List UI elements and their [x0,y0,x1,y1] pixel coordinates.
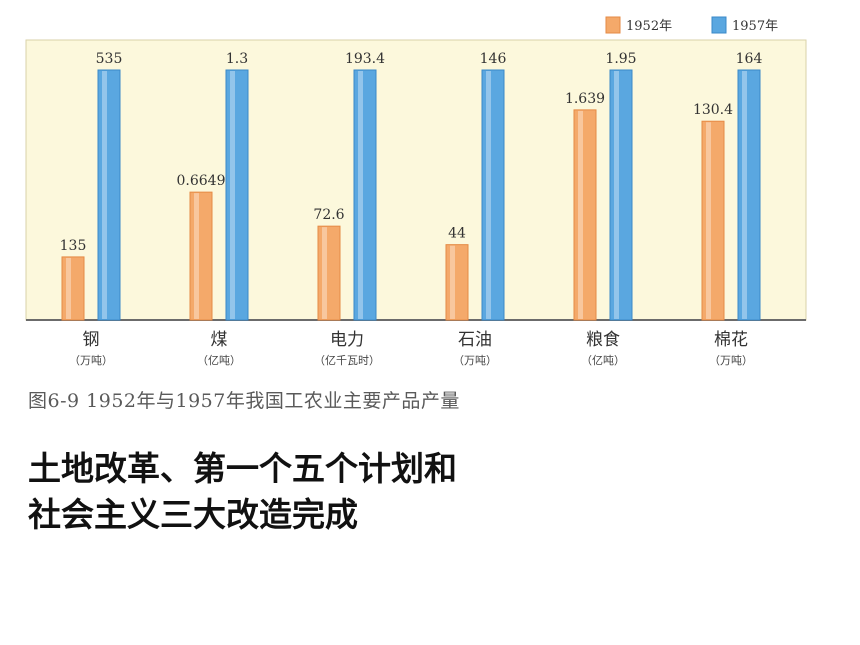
bar-1957-2 [353,69,377,321]
category-label: 电力 [330,330,364,350]
category-unit-label: （亿吨） [581,354,625,367]
data-label: 164 [736,51,763,67]
bar-1952-5 [701,120,725,321]
page-headline: 土地改革、第一个五个计划和 社会主义三大改造完成 [28,446,457,538]
figure-caption: 图6-9 1952年与1957年我国工农业主要产品产量 [28,390,460,412]
bar-1952-4 [573,109,597,321]
bar-chart: 135 535 钢 （万吨） 0.6649 1.3 煤 （亿吨） 72.6 193.4 电力 （亿千瓦… [25,16,807,367]
data-label: 1.3 [226,51,248,67]
bar-1952-3 [445,244,469,321]
bar-highlight [450,245,455,319]
data-label: 135 [60,238,87,254]
legend-label: 1957年 [732,19,778,34]
data-label: 72.6 [313,207,344,223]
bar-1952-1 [189,191,213,321]
bar-highlight [578,110,583,319]
bar-highlight [742,71,747,319]
bar-1952-2 [317,225,341,321]
legend-label: 1952年 [626,19,672,34]
bar-1957-4 [609,69,633,321]
bar-highlight [102,71,107,319]
legend-swatch [605,16,621,34]
legend-swatch [711,16,727,34]
category-unit-label: （亿千瓦时） [314,354,380,367]
bar-highlight [66,257,71,319]
bar-1952-0 [61,256,85,321]
category-unit-label: （亿吨） [197,354,241,367]
bar-highlight [194,193,199,319]
bar-1957-5 [737,69,761,321]
category-unit-label: （万吨） [709,354,753,367]
data-label: 535 [96,51,123,67]
plot-background [25,39,807,321]
bar-1957-0 [97,69,121,321]
category-unit-label: （万吨） [453,354,497,367]
headline-line-1: 土地改革、第一个五个计划和 [28,449,457,488]
data-label: 44 [448,226,466,242]
category-label: 煤 [211,330,228,350]
bar-1957-3 [481,69,505,321]
data-label: 1.95 [605,51,636,67]
bar-highlight [358,71,363,319]
category-label: 粮食 [586,330,620,350]
data-label: 193.4 [345,51,385,67]
headline-line-2: 社会主义三大改造完成 [28,495,358,534]
data-label: 130.4 [693,102,733,118]
category-unit-label: （万吨） [69,354,113,367]
bar-1957-1 [225,69,249,321]
bar-highlight [486,71,491,319]
category-label: 钢 [83,330,100,350]
bar-highlight [322,227,327,319]
category-label: 石油 [458,330,492,350]
category-label: 棉花 [714,330,748,350]
data-label: 146 [480,51,507,67]
bar-highlight [614,71,619,319]
data-label: 0.6649 [177,173,226,189]
bar-highlight [230,71,235,319]
bar-highlight [706,122,711,319]
data-label: 1.639 [565,91,605,107]
